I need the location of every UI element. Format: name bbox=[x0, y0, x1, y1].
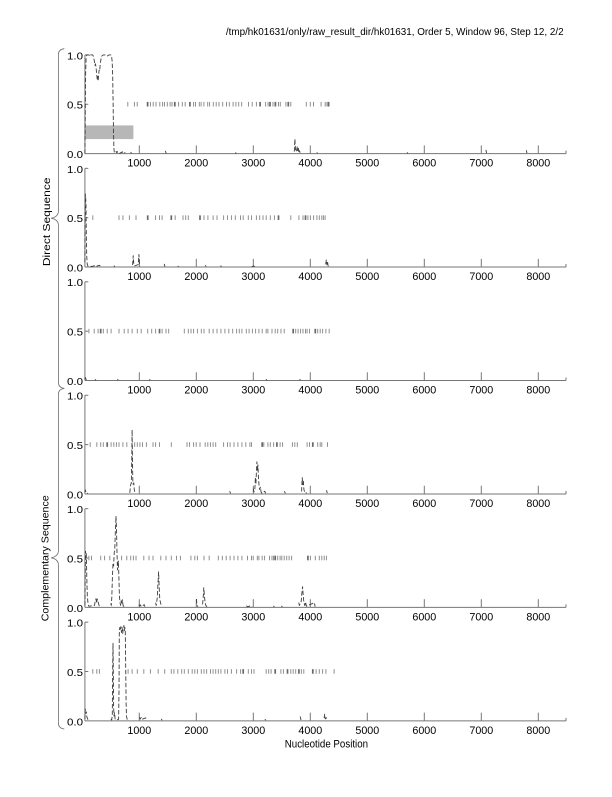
svg-text:2000: 2000 bbox=[184, 385, 208, 397]
svg-text:1.0: 1.0 bbox=[67, 505, 83, 516]
svg-text:8000: 8000 bbox=[526, 271, 550, 283]
svg-text:6000: 6000 bbox=[412, 498, 436, 510]
svg-text:Nucleotide Position: Nucleotide Position bbox=[285, 738, 368, 750]
svg-text:6000: 6000 bbox=[412, 271, 436, 283]
svg-text:8000: 8000 bbox=[526, 158, 550, 170]
svg-text:7000: 7000 bbox=[469, 158, 493, 170]
svg-text:0.0: 0.0 bbox=[67, 263, 83, 274]
svg-text:1000: 1000 bbox=[127, 611, 151, 623]
svg-text:1.0: 1.0 bbox=[67, 51, 83, 62]
svg-text:Complementary Sequence: Complementary Sequence bbox=[41, 495, 52, 621]
svg-text:1.0: 1.0 bbox=[67, 278, 83, 289]
svg-text:7000: 7000 bbox=[469, 498, 493, 510]
svg-text:5000: 5000 bbox=[355, 725, 379, 737]
svg-text:6000: 6000 bbox=[412, 611, 436, 623]
svg-text:7000: 7000 bbox=[469, 271, 493, 283]
svg-text:3000: 3000 bbox=[241, 498, 265, 510]
svg-text:4000: 4000 bbox=[298, 498, 322, 510]
svg-text:0.0: 0.0 bbox=[67, 377, 83, 388]
svg-text:0.5: 0.5 bbox=[67, 441, 83, 452]
svg-text:2000: 2000 bbox=[184, 611, 208, 623]
svg-text:1.0: 1.0 bbox=[67, 619, 83, 630]
svg-text:8000: 8000 bbox=[526, 725, 550, 737]
svg-text:5000: 5000 bbox=[355, 498, 379, 510]
svg-text:8000: 8000 bbox=[526, 385, 550, 397]
svg-text:6000: 6000 bbox=[412, 725, 436, 737]
svg-text:1.0: 1.0 bbox=[67, 392, 83, 403]
svg-text:3000: 3000 bbox=[241, 611, 265, 623]
svg-text:7000: 7000 bbox=[469, 385, 493, 397]
svg-text:1000: 1000 bbox=[127, 385, 151, 397]
svg-text:0.5: 0.5 bbox=[67, 668, 83, 679]
svg-text:/tmp/hk01631/only/raw_result_d: /tmp/hk01631/only/raw_result_dir/hk01631… bbox=[226, 27, 564, 38]
svg-text:5000: 5000 bbox=[355, 158, 379, 170]
svg-text:7000: 7000 bbox=[469, 725, 493, 737]
svg-text:0.0: 0.0 bbox=[67, 150, 83, 161]
svg-text:3000: 3000 bbox=[241, 271, 265, 283]
svg-text:4000: 4000 bbox=[298, 725, 322, 737]
svg-text:7000: 7000 bbox=[469, 611, 493, 623]
svg-text:8000: 8000 bbox=[526, 498, 550, 510]
svg-text:5000: 5000 bbox=[355, 611, 379, 623]
svg-text:6000: 6000 bbox=[412, 385, 436, 397]
svg-text:0.5: 0.5 bbox=[67, 214, 83, 225]
svg-text:6000: 6000 bbox=[412, 158, 436, 170]
svg-text:4000: 4000 bbox=[298, 385, 322, 397]
svg-text:4000: 4000 bbox=[298, 158, 322, 170]
svg-text:1000: 1000 bbox=[127, 271, 151, 283]
svg-text:3000: 3000 bbox=[241, 158, 265, 170]
svg-text:3000: 3000 bbox=[241, 725, 265, 737]
svg-text:2000: 2000 bbox=[184, 498, 208, 510]
svg-text:4000: 4000 bbox=[298, 271, 322, 283]
svg-text:1000: 1000 bbox=[127, 158, 151, 170]
svg-text:5000: 5000 bbox=[355, 271, 379, 283]
svg-text:2000: 2000 bbox=[184, 271, 208, 283]
svg-text:4000: 4000 bbox=[298, 611, 322, 623]
svg-text:1.0: 1.0 bbox=[67, 165, 83, 176]
svg-text:2000: 2000 bbox=[184, 725, 208, 737]
svg-text:0.0: 0.0 bbox=[67, 490, 83, 501]
svg-text:5000: 5000 bbox=[355, 385, 379, 397]
svg-text:3000: 3000 bbox=[241, 385, 265, 397]
svg-text:8000: 8000 bbox=[526, 611, 550, 623]
svg-text:0.5: 0.5 bbox=[67, 554, 83, 565]
svg-text:1000: 1000 bbox=[127, 725, 151, 737]
svg-text:Direct Sequence: Direct Sequence bbox=[42, 177, 53, 266]
svg-text:0.0: 0.0 bbox=[67, 604, 83, 615]
svg-text:1000: 1000 bbox=[127, 498, 151, 510]
svg-text:0.5: 0.5 bbox=[67, 328, 83, 339]
svg-text:2000: 2000 bbox=[184, 158, 208, 170]
svg-text:0.0: 0.0 bbox=[67, 717, 83, 728]
svg-text:0.5: 0.5 bbox=[67, 101, 83, 112]
